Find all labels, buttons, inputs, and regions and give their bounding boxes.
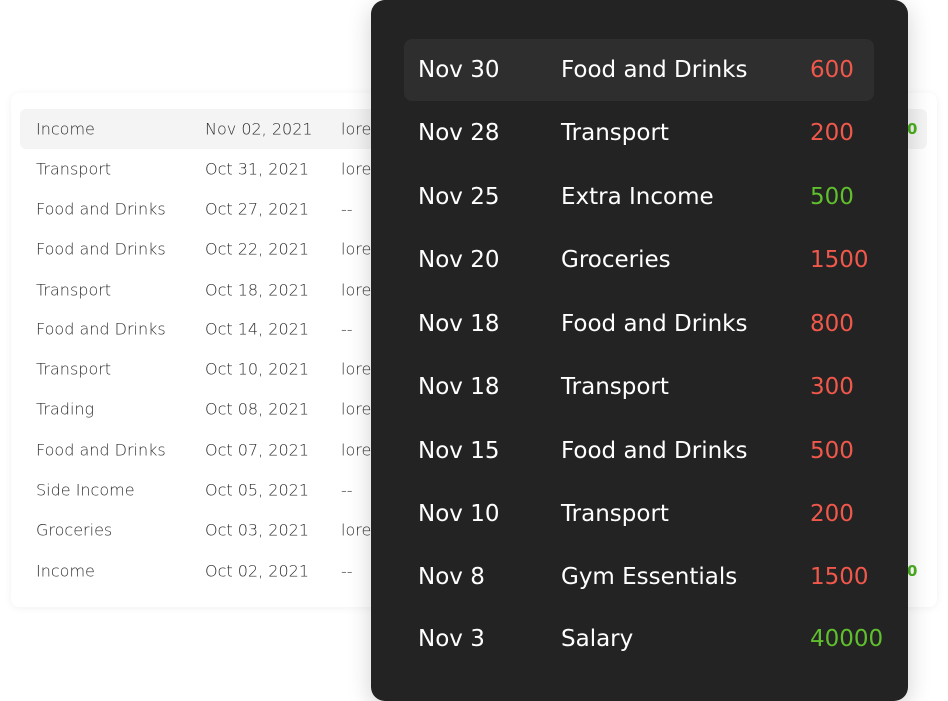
item-category: Groceries	[561, 247, 671, 273]
table-row[interactable]: Transport Oct 18, 2021 lore	[20, 270, 927, 310]
list-item[interactable]: Nov 20 Groceries 1500	[404, 229, 874, 291]
row-date: Nov 02, 2021	[205, 119, 313, 139]
item-category: Transport	[561, 374, 669, 400]
row-note: --	[341, 561, 353, 581]
item-amount: 1500	[810, 247, 869, 273]
table-row[interactable]: Transport Oct 10, 2021 lore	[20, 349, 927, 389]
item-date: Nov 15	[418, 438, 500, 464]
list-item[interactable]: Nov 15 Food and Drinks 500	[404, 420, 874, 482]
table-row[interactable]: Trading Oct 08, 2021 lore	[20, 389, 927, 429]
item-amount: 500	[810, 438, 854, 464]
table-row[interactable]: Food and Drinks Oct 27, 2021 --	[20, 189, 927, 229]
table-row[interactable]: Groceries Oct 03, 2021 lore	[20, 510, 927, 550]
item-category: Salary	[561, 626, 634, 652]
row-date: Oct 22, 2021	[205, 239, 309, 259]
list-item[interactable]: Nov 18 Transport 300	[404, 356, 874, 418]
row-date: Oct 27, 2021	[205, 199, 309, 219]
item-amount: 40000	[810, 626, 884, 652]
item-date: Nov 18	[418, 311, 500, 337]
item-category: Extra Income	[561, 184, 714, 210]
row-date: Oct 31, 2021	[205, 159, 309, 179]
item-date: Nov 20	[418, 247, 500, 273]
row-date: Oct 03, 2021	[205, 520, 309, 540]
row-amount: 0	[907, 562, 918, 580]
item-category: Food and Drinks	[561, 57, 748, 83]
row-note: lore	[341, 399, 372, 419]
item-category: Gym Essentials	[561, 564, 738, 590]
row-category: Food and Drinks	[36, 199, 166, 219]
list-item[interactable]: Nov 8 Gym Essentials 1500	[404, 546, 874, 608]
row-category: Food and Drinks	[36, 239, 166, 259]
row-note: lore	[341, 239, 372, 259]
item-amount: 300	[810, 374, 854, 400]
row-date: Oct 18, 2021	[205, 280, 309, 300]
row-note: lore	[341, 280, 372, 300]
row-category: Trading	[36, 399, 95, 419]
item-category: Transport	[561, 501, 669, 527]
row-note: --	[341, 199, 353, 219]
list-item[interactable]: Nov 25 Extra Income 500	[404, 166, 874, 228]
row-category: Transport	[36, 159, 112, 179]
list-item[interactable]: Nov 28 Transport 200	[404, 102, 874, 164]
item-amount: 800	[810, 311, 854, 337]
row-category: Food and Drinks	[36, 440, 166, 460]
item-date: Nov 28	[418, 120, 500, 146]
list-item[interactable]: Nov 18 Food and Drinks 800	[404, 293, 874, 355]
row-note: --	[341, 319, 353, 339]
row-amount: 0	[907, 120, 918, 138]
row-category: Transport	[36, 359, 112, 379]
item-amount: 1500	[810, 564, 869, 590]
row-note: --	[341, 480, 353, 500]
item-date: Nov 25	[418, 184, 500, 210]
item-date: Nov 10	[418, 501, 500, 527]
row-date: Oct 02, 2021	[205, 561, 309, 581]
item-category: Food and Drinks	[561, 311, 748, 337]
table-row[interactable]: Food and Drinks Oct 22, 2021 lore	[20, 229, 927, 269]
row-category: Income	[36, 119, 95, 139]
item-date: Nov 30	[418, 57, 500, 83]
row-note: lore	[341, 159, 372, 179]
row-category: Side Income	[36, 480, 135, 500]
row-note: lore	[341, 520, 372, 540]
list-item[interactable]: Nov 3 Salary 40000	[404, 608, 883, 670]
table-row[interactable]: Food and Drinks Oct 07, 2021 lore	[20, 430, 927, 470]
list-item[interactable]: Nov 10 Transport 200	[404, 483, 874, 545]
item-category: Food and Drinks	[561, 438, 748, 464]
row-category: Groceries	[36, 520, 113, 540]
table-row[interactable]: Transport Oct 31, 2021 lore	[20, 149, 927, 189]
row-date: Oct 05, 2021	[205, 480, 309, 500]
table-row[interactable]: Side Income Oct 05, 2021 --	[20, 470, 927, 510]
row-date: Oct 08, 2021	[205, 399, 309, 419]
item-date: Nov 8	[418, 564, 485, 590]
item-category: Transport	[561, 120, 669, 146]
recent-transactions-panel: Nov 30 Food and Drinks 600 Nov 28 Transp…	[371, 0, 908, 701]
row-category: Transport	[36, 280, 112, 300]
row-note: lore	[341, 119, 372, 139]
row-date: Oct 10, 2021	[205, 359, 309, 379]
row-category: Income	[36, 561, 95, 581]
row-note: lore	[341, 440, 372, 460]
row-category: Food and Drinks	[36, 319, 166, 339]
table-row[interactable]: Food and Drinks Oct 14, 2021 --	[20, 309, 927, 349]
list-item[interactable]: Nov 30 Food and Drinks 600	[404, 39, 874, 101]
item-amount: 600	[810, 57, 854, 83]
row-note: lore	[341, 359, 372, 379]
item-amount: 500	[810, 184, 854, 210]
item-amount: 200	[810, 120, 854, 146]
row-date: Oct 14, 2021	[205, 319, 309, 339]
item-date: Nov 3	[418, 626, 485, 652]
table-row[interactable]: Income Oct 02, 2021 -- 0	[20, 551, 927, 591]
item-amount: 200	[810, 501, 854, 527]
row-date: Oct 07, 2021	[205, 440, 309, 460]
item-date: Nov 18	[418, 374, 500, 400]
